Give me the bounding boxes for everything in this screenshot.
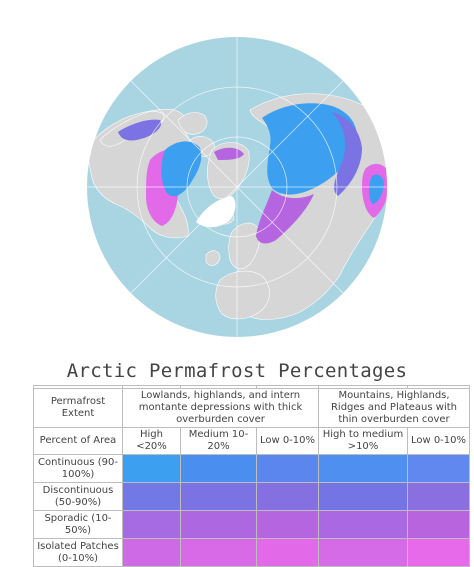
color-swatch: [256, 482, 319, 511]
graticule: [87, 37, 387, 337]
color-swatch: [122, 454, 181, 483]
permafrost-siberia-continuous: [262, 103, 357, 195]
legend-row-continuous: Continuous (90-100%): [33, 454, 470, 483]
legend-row-sporadic: Sporadic (10-50%): [33, 510, 470, 539]
color-swatch: [180, 454, 257, 483]
column-header: Medium 10-20%: [180, 427, 257, 455]
color-swatch: [180, 482, 257, 511]
color-swatch: [122, 538, 181, 567]
legend-header-row: Permafrost Extent Lowlands, highlands, a…: [33, 388, 470, 428]
legend-row-discontinuous: Discontinuous (50-90%): [33, 482, 470, 511]
color-swatch: [407, 538, 470, 567]
extent-label: Permafrost Extent: [33, 388, 123, 428]
legend-subheader-row: Percent of Area High <20% Medium 10-20% …: [33, 427, 470, 455]
permafrost-alaska: [118, 119, 162, 141]
land-british-isles: [205, 250, 221, 266]
color-swatch: [180, 538, 257, 567]
column-header: Low 0-10%: [256, 427, 319, 455]
column-header: High <20%: [122, 427, 181, 455]
color-swatch: [318, 454, 408, 483]
color-swatch: [318, 510, 408, 539]
row-label: Continuous (90-100%): [33, 454, 123, 483]
permafrost-greenland-edge: [214, 147, 244, 160]
land-europe: [215, 270, 270, 320]
lowlands-group-header: Lowlands, highlands, and intern montante…: [122, 388, 319, 428]
permafrost-central-asia-inner: [369, 174, 384, 204]
percent-of-area-label: Percent of Area: [33, 427, 123, 455]
land-arctic-archipelago: [177, 112, 208, 135]
color-swatch: [407, 510, 470, 539]
map-title: Arctic Permafrost Percentages: [66, 360, 408, 382]
color-swatch: [122, 510, 181, 539]
color-swatch: [407, 454, 470, 483]
row-label: Sporadic (10-50%): [33, 510, 123, 539]
color-swatch: [256, 538, 319, 567]
color-swatch: [318, 482, 408, 511]
permafrost-canada-continuous: [161, 141, 202, 197]
color-swatch: [256, 510, 319, 539]
column-header: Low 0-10%: [407, 427, 470, 455]
sea-ice: [196, 196, 236, 228]
color-swatch: [256, 454, 319, 483]
color-swatch: [180, 510, 257, 539]
row-label: Isolated Patches (0-10%): [33, 538, 123, 567]
permafrost-siberia-discontinuous: [332, 112, 362, 196]
row-label: Discontinuous (50-90%): [33, 482, 123, 511]
color-swatch: [122, 482, 181, 511]
color-swatch: [407, 482, 470, 511]
legend-row-isolated: Isolated Patches (0-10%): [33, 538, 470, 567]
mountains-group-header: Mountains, Highlands, Ridges and Plateau…: [318, 388, 470, 428]
permafrost-legend-table: Permafrost Extent Lowlands, highlands, a…: [33, 385, 470, 567]
arctic-permafrost-map: [87, 37, 387, 337]
color-swatch: [318, 538, 408, 567]
permafrost-siberia-sporadic: [256, 190, 314, 244]
column-header: High to medium >10%: [318, 427, 408, 455]
